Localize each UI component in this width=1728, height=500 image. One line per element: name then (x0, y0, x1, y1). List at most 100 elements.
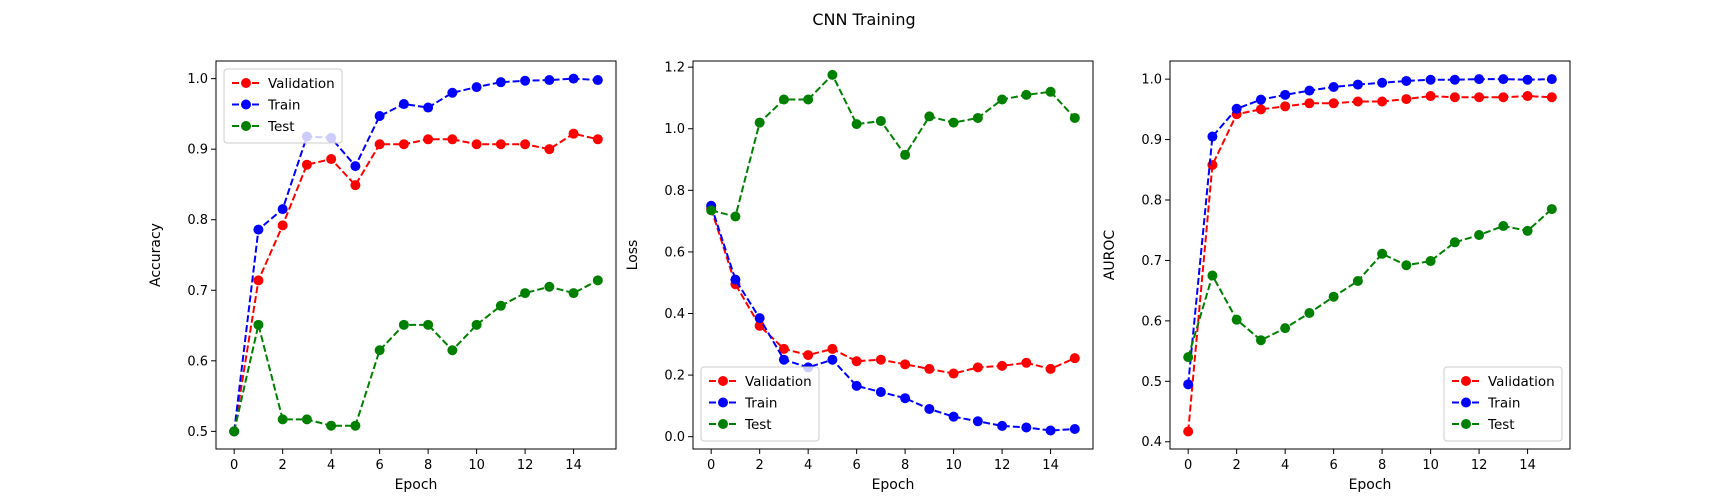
series-validation-point (592, 134, 603, 145)
x-axis-label: Epoch (1349, 477, 1392, 493)
series-test-point (568, 288, 579, 299)
legend-entry-train: Train (709, 396, 777, 412)
series-train-line (1187, 78, 1552, 385)
y-tick-label: 0.8 (1141, 194, 1162, 209)
series-validation-point (423, 134, 434, 145)
series-train-point (1280, 89, 1291, 100)
y-tick-label: 0.6 (187, 354, 208, 369)
series-test-point (948, 117, 959, 128)
series-test-point (924, 111, 935, 122)
x-tick-label: 8 (424, 458, 432, 473)
x-tick-label: 0 (1184, 458, 1192, 473)
series-train-point (730, 274, 741, 285)
series-train-point (1522, 74, 1533, 85)
x-tick-label: 10 (1422, 458, 1439, 473)
legend-marker (1461, 376, 1471, 386)
series-test-point (350, 420, 361, 431)
series-validation-point (1449, 92, 1460, 103)
x-tick-label: 6 (1329, 458, 1337, 473)
plot-frame (215, 60, 617, 450)
series-test-point (592, 275, 603, 286)
x-tick-label: 14 (565, 458, 582, 473)
series-test-point (1377, 248, 1388, 259)
series-test-point (471, 319, 482, 330)
y-axis-label: Accuracy (148, 223, 164, 287)
series-test (706, 69, 1080, 222)
series-test-point (1280, 323, 1291, 334)
series-test-point (997, 94, 1008, 105)
series-test-point (301, 414, 312, 425)
series-validation-point (948, 368, 959, 379)
series-test-line (710, 73, 1076, 218)
x-tick-label: 8 (1378, 458, 1386, 473)
series-test-point (778, 94, 789, 105)
series-test-point (423, 319, 434, 330)
legend-entry-validation: Validation (232, 76, 335, 92)
x-tick-label: 4 (804, 458, 812, 473)
legend-marker (241, 99, 251, 110)
series-train (1183, 74, 1557, 390)
series-test-point (1183, 352, 1194, 363)
series-validation-point (1474, 92, 1485, 103)
series-test-point (544, 281, 555, 292)
series-test-point (1304, 308, 1315, 319)
x-tick-label: 6 (375, 458, 383, 473)
series-test-point (1522, 225, 1533, 236)
legend-marker (241, 78, 251, 88)
x-tick-label: 10 (468, 458, 485, 473)
series-validation-point (851, 356, 862, 367)
x-tick-label: 2 (279, 458, 287, 473)
y-tick-label: 0.7 (187, 284, 208, 299)
series-train-point (1045, 425, 1056, 436)
series-test-point (875, 116, 886, 127)
series-train-point (1425, 74, 1436, 85)
series-validation-point (875, 354, 886, 365)
legend-label: Test (267, 119, 295, 135)
series-test-point (1021, 89, 1032, 100)
series-train-point (398, 99, 409, 110)
series-train-point (1231, 103, 1242, 114)
series-train-point (520, 75, 531, 86)
x-axis-label: Epoch (395, 477, 438, 493)
y-tick-label: 1.0 (1141, 73, 1162, 88)
series-validation-point (544, 144, 555, 155)
series-train-point (827, 354, 838, 365)
series-validation-point (447, 134, 458, 145)
series-train-point (447, 87, 458, 98)
series-validation-point (568, 128, 579, 139)
series-train-point (253, 224, 264, 235)
series-train-line (233, 77, 598, 432)
series-train-point (495, 77, 506, 88)
y-tick-label: 0.6 (1141, 314, 1162, 329)
series-validation-point (1498, 92, 1509, 103)
series-test-point (1352, 275, 1363, 286)
series-validation-point (827, 343, 838, 354)
subplot-accuracy: 0 2 4 6 8 10 12 14 0.5 0.6 0.7 0.8 0.9 1.0 Epoch Accura… (148, 60, 617, 493)
series-test-point (900, 149, 911, 160)
series-train-line (710, 205, 1075, 432)
series-validation-point (1280, 101, 1291, 112)
legend-box (700, 366, 820, 442)
series-train-point (1474, 74, 1485, 85)
series-validation-point (754, 320, 765, 331)
y-tick-label: 0.2 (664, 369, 685, 384)
series-test-point (1069, 112, 1080, 123)
x-axis-label: Epoch (872, 477, 915, 493)
legend-marker (718, 419, 728, 429)
series-train-point (1183, 379, 1194, 390)
series-validation (229, 128, 603, 437)
series-validation-line (233, 132, 599, 432)
series-test-point (754, 117, 765, 128)
legend-box (223, 68, 343, 144)
series-train-point (350, 161, 361, 172)
series-validation-point (1328, 98, 1339, 109)
series-test-point (1425, 256, 1436, 267)
series-validation-point (972, 362, 983, 373)
series-validation-point (495, 139, 506, 150)
legend-label: Test (744, 417, 772, 433)
y-tick-label: 0.6 (664, 245, 685, 260)
series-test-point (1498, 220, 1509, 231)
y-tick-label: 0.8 (187, 213, 208, 228)
series-test-point (972, 112, 983, 123)
